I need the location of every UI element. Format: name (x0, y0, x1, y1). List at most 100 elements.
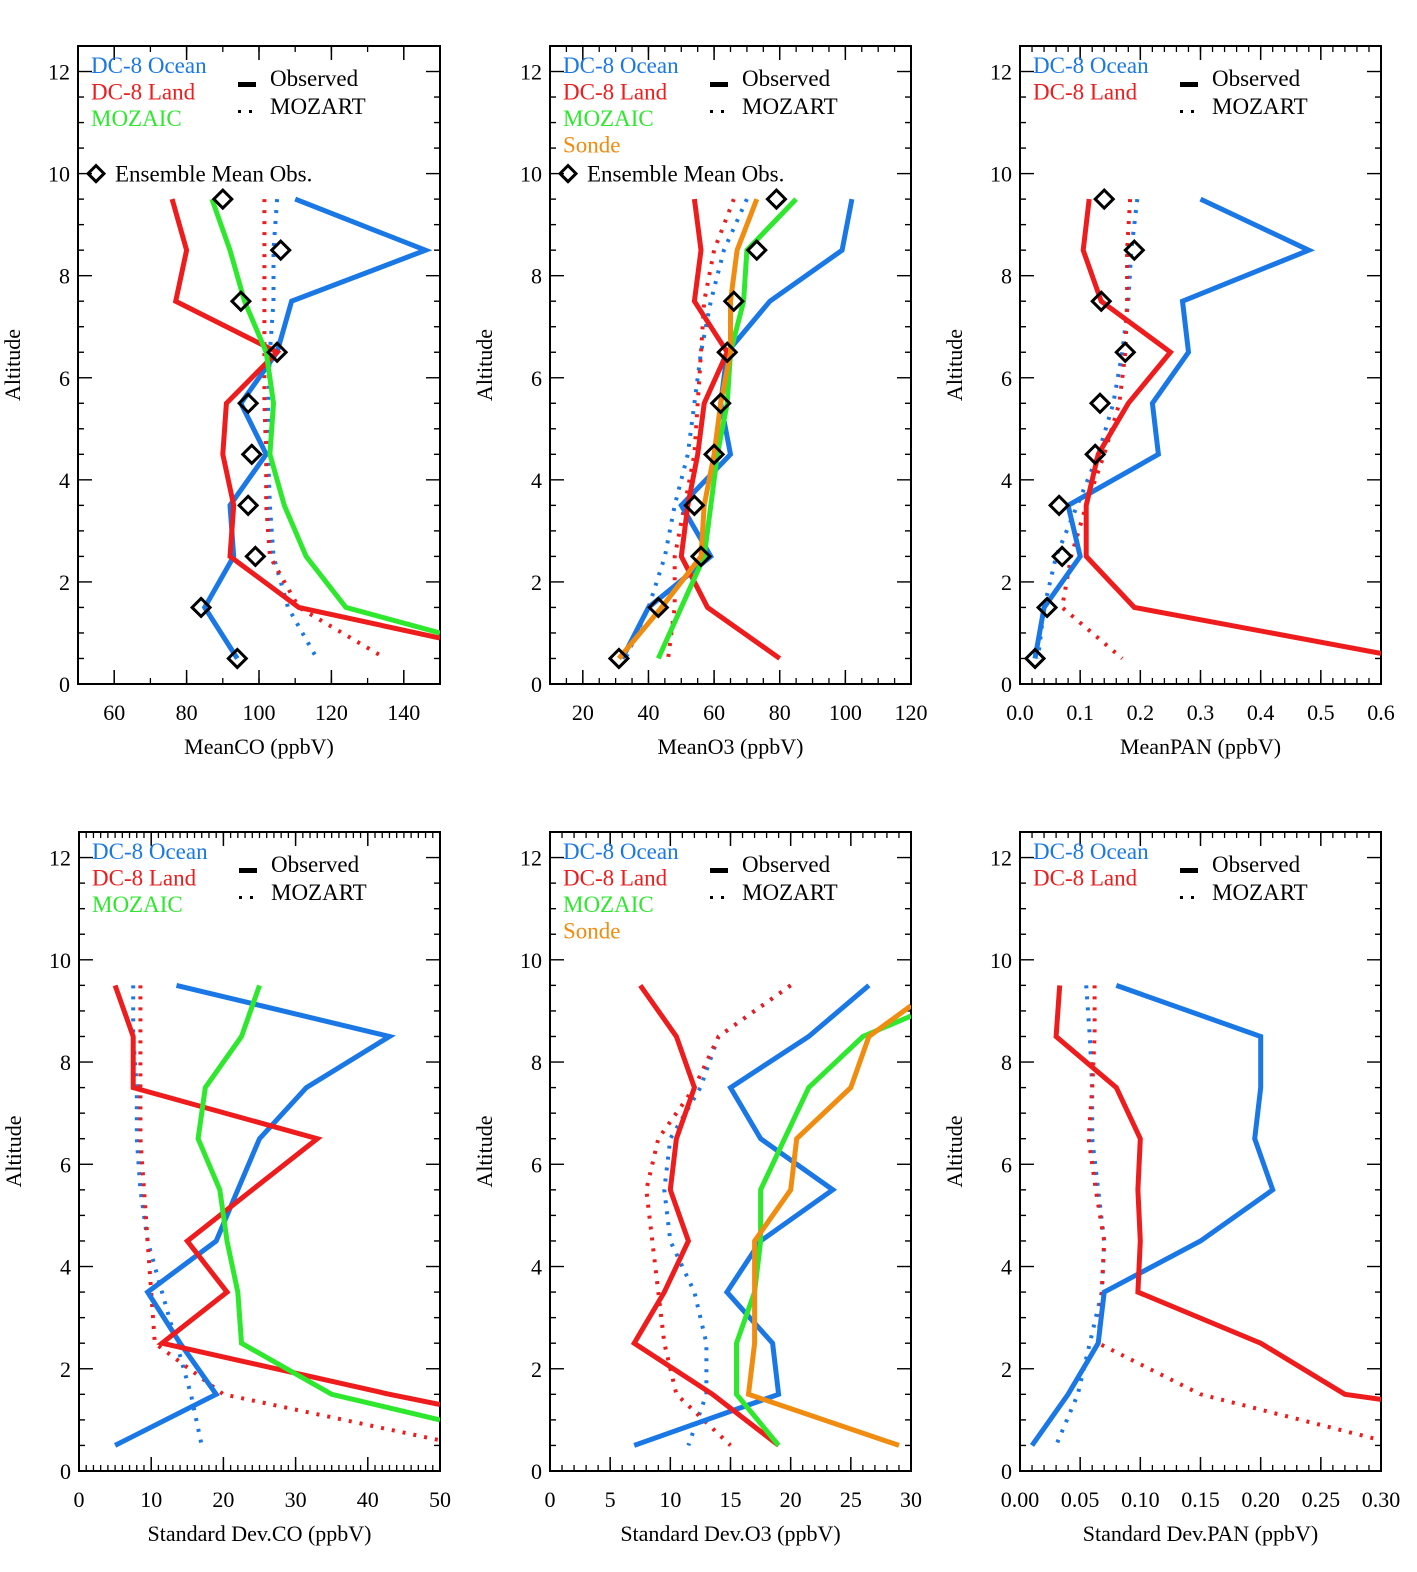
ensemble-legend-diamond-icon (85, 163, 107, 184)
mozart-dot-swatch (238, 110, 241, 113)
plot-frame (549, 831, 912, 1472)
ensemble-diamond-marker (237, 494, 260, 517)
y-tick-label: 6 (1001, 1152, 1012, 1177)
mozaic-line (656, 197, 798, 660)
legend-mozart: MOZART (270, 94, 366, 119)
x-tick-label: 0.10 (1121, 1487, 1160, 1512)
y-tick-label: 4 (60, 1255, 71, 1280)
y-tick-label: 6 (531, 1152, 542, 1177)
dc-8-land-line (630, 983, 781, 1448)
dc-8-land-mozart-line (644, 983, 792, 1447)
ensemble-diamond-marker (1123, 239, 1146, 262)
legend-entry-dc-8-land: DC-8 Land (1033, 80, 1138, 105)
dc-8-land-line (1080, 198, 1381, 656)
legend-entry-dc-8-land: DC-8 Land (1033, 866, 1138, 891)
x-axis-label: MeanPAN (ppbV) (1120, 734, 1281, 759)
x-tick-label: 0.0 (1006, 700, 1034, 725)
ensemble-diamond-marker (1090, 290, 1113, 313)
x-tick-label: 30 (900, 1487, 922, 1512)
y-tick-label: 12 (520, 846, 542, 871)
y-tick-label: 8 (531, 264, 542, 289)
y-tick-label: 12 (990, 60, 1012, 85)
y-tick-label: 0 (531, 1459, 542, 1484)
x-axis-label: MeanO3 (ppbV) (657, 734, 803, 759)
ensemble-diamond-marker (1084, 443, 1107, 466)
legend-ensemble: Ensemble Mean Obs. (115, 162, 312, 187)
mozart-dot-swatch (1180, 110, 1183, 113)
legend-entry-dc-8-land: DC-8 Land (92, 866, 197, 891)
ensemble-diamond-marker (244, 545, 267, 568)
dc-8-land-line (678, 198, 782, 661)
x-tick-label: 120 (315, 700, 348, 725)
y-tick-label: 10 (520, 948, 542, 973)
y-axis-label: Altitude (942, 1115, 967, 1187)
ensemble-diamond-marker (702, 443, 726, 466)
x-tick-label: 0.1 (1066, 700, 1094, 725)
mozart-dot-swatch (1191, 110, 1194, 113)
legend-mozart: MOZART (271, 880, 367, 905)
ensemble-diamond-marker (226, 647, 249, 670)
y-tick-label: 8 (60, 1050, 71, 1075)
x-tick-label: 80 (176, 700, 198, 725)
ensemble-diamond-marker (765, 187, 788, 211)
x-tick-label: 0.15 (1181, 1487, 1220, 1512)
y-tick-label: 0 (1001, 672, 1012, 697)
ensemble-diamond-marker (189, 596, 213, 619)
mozaic-line (195, 984, 440, 1423)
ensemble-diamond-marker (237, 392, 260, 415)
panel-mean-co: 60 80 100 120 140 0 2 4 6 8 10 12 MeanCO (ppbV) Altit… (0, 45, 441, 759)
y-tick-label: 8 (1001, 1050, 1012, 1075)
legend-entry-dc-8-land: DC-8 Land (563, 80, 668, 105)
x-tick-label: 0.05 (1061, 1487, 1100, 1512)
mozart-dot-swatch (249, 110, 252, 113)
y-tick-label: 12 (48, 60, 70, 85)
legend-entry-dc-8-land: DC-8 Land (91, 80, 196, 105)
legend-entry-sonde: Sonde (563, 133, 621, 158)
x-tick-label: 0.2 (1127, 700, 1155, 725)
legend-ensemble: Ensemble Mean Obs. (587, 162, 784, 187)
legend-entry-dc-8-ocean: DC-8 Ocean (1033, 839, 1149, 864)
y-axis-label: Altitude (0, 329, 25, 401)
mozaic-line (209, 198, 440, 636)
y-tick-label: 10 (990, 948, 1012, 973)
x-tick-label: 140 (387, 700, 420, 725)
ensemble-diamond-marker (716, 341, 739, 364)
y-tick-label: 12 (990, 846, 1012, 871)
x-tick-label: 0.6 (1367, 700, 1395, 725)
y-tick-label: 10 (48, 162, 70, 187)
mozart-dot-swatch (1180, 896, 1183, 899)
ensemble-diamond-marker (745, 239, 768, 262)
dc-8-ocean-mozart-line (623, 198, 749, 660)
mozart-dot-swatch (710, 110, 713, 113)
panel-sd-co: 0 10 20 30 40 50 0 2 4 6 8 10 12 Standard Dev.CO (ppb… (1, 831, 451, 1546)
ensemble-diamond-marker (1114, 341, 1137, 364)
observed-line-swatch (239, 868, 257, 873)
x-tick-label: 0 (74, 1487, 85, 1512)
legend-mozart: MOZART (1212, 94, 1308, 119)
legend-observed: Observed (742, 852, 831, 877)
plot-frame (1019, 45, 1382, 685)
y-tick-label: 12 (49, 846, 71, 871)
legend-entry-dc-8-ocean: DC-8 Ocean (91, 53, 207, 78)
x-tick-label: 40 (357, 1487, 379, 1512)
ensemble-legend-diamond-icon (557, 163, 579, 184)
dc-8-ocean-line (1032, 196, 1316, 659)
mozart-dot-swatch (1191, 896, 1194, 899)
y-tick-label: 4 (1001, 1255, 1012, 1280)
y-tick-label: 2 (531, 570, 542, 595)
x-tick-label: 100 (829, 700, 862, 725)
x-tick-label: 20 (212, 1487, 234, 1512)
y-tick-label: 2 (1001, 570, 1012, 595)
legend-mozart: MOZART (1212, 880, 1308, 905)
ensemble-diamond-marker (1047, 494, 1071, 517)
x-tick-label: 10 (140, 1487, 162, 1512)
x-tick-label: 50 (429, 1487, 451, 1512)
y-tick-label: 8 (531, 1050, 542, 1075)
ensemble-diamond-marker (1050, 545, 1074, 568)
mozart-dot-swatch (721, 110, 724, 113)
y-tick-label: 0 (59, 672, 70, 697)
series-group (112, 982, 440, 1448)
ensemble-diamond-marker (240, 443, 263, 466)
x-tick-label: 15 (720, 1487, 742, 1512)
